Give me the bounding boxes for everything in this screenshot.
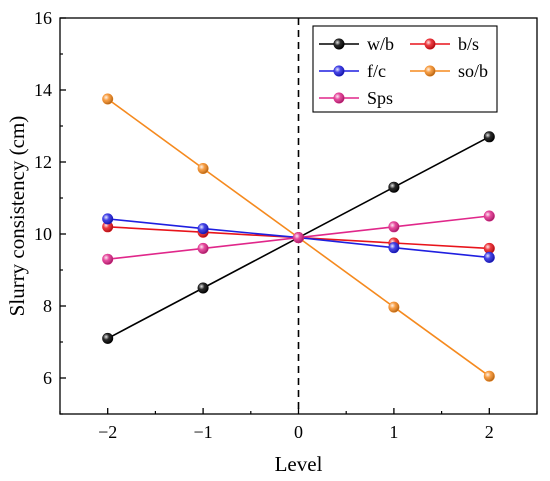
legend-label: w/b bbox=[367, 34, 394, 54]
data-point-shine bbox=[102, 221, 113, 232]
legend-swatch-shine bbox=[424, 38, 436, 50]
legend-label: so/b bbox=[458, 61, 488, 81]
data-point-shine bbox=[388, 301, 400, 313]
data-point-shine bbox=[293, 232, 304, 243]
series-sps bbox=[102, 210, 495, 265]
legend-item-sps: Sps bbox=[319, 88, 393, 108]
data-point-shine bbox=[484, 252, 495, 263]
legend-item-w-b: w/b bbox=[319, 34, 394, 54]
legend-swatch-shine bbox=[333, 92, 345, 104]
legend-item-f-c: f/c bbox=[319, 61, 386, 81]
data-point-shine bbox=[197, 282, 209, 294]
x-tick-label: 0 bbox=[294, 422, 303, 442]
data-point-shine bbox=[484, 371, 495, 382]
data-point-shine bbox=[484, 243, 495, 254]
x-tick-label: 1 bbox=[389, 422, 398, 442]
x-axis-title: Level bbox=[275, 452, 323, 476]
series-layer bbox=[102, 93, 495, 382]
data-point-shine bbox=[102, 254, 113, 265]
y-tick-label: 6 bbox=[43, 368, 52, 388]
data-point-shine bbox=[102, 333, 113, 344]
data-point-shine bbox=[388, 242, 400, 253]
legend-item-b-s: b/s bbox=[410, 34, 479, 54]
data-point-shine bbox=[388, 182, 400, 193]
y-tick-label: 16 bbox=[34, 8, 52, 28]
legend-swatch-shine bbox=[333, 38, 345, 50]
legend: w/b b/s f/c so/b Sps bbox=[312, 25, 498, 113]
data-point-shine bbox=[102, 213, 113, 225]
x-tick-label: −1 bbox=[194, 422, 213, 442]
data-point-shine bbox=[197, 223, 209, 234]
y-tick-label: 8 bbox=[43, 296, 52, 316]
x-tick-label: 2 bbox=[485, 422, 494, 442]
data-point-shine bbox=[102, 93, 113, 105]
x-tick-label: −2 bbox=[98, 422, 117, 442]
data-point-shine bbox=[484, 131, 495, 142]
legend-label: b/s bbox=[458, 34, 479, 54]
data-point-shine bbox=[484, 210, 495, 222]
data-point-shine bbox=[197, 163, 209, 174]
y-tick-label: 12 bbox=[34, 152, 52, 172]
legend-label: Sps bbox=[367, 88, 393, 108]
y-tick-label: 14 bbox=[34, 80, 52, 100]
legend-item-so-b: so/b bbox=[410, 61, 488, 81]
y-tick-label: 10 bbox=[34, 224, 52, 244]
legend-swatch-shine bbox=[424, 65, 436, 77]
data-point-shine bbox=[388, 221, 400, 232]
legend-label: f/c bbox=[367, 61, 386, 81]
legend-swatch-shine bbox=[333, 65, 345, 77]
data-point-shine bbox=[197, 243, 209, 254]
y-axis-title: Slurry consistency (cm) bbox=[5, 116, 29, 317]
